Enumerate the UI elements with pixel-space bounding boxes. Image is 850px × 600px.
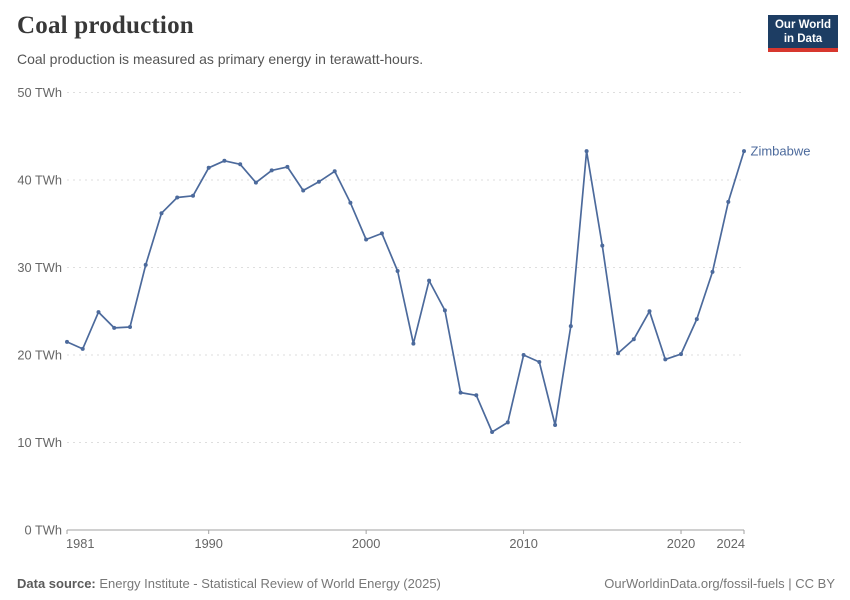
data-source-label: Data source:	[17, 576, 96, 591]
data-point	[458, 390, 463, 395]
data-point	[143, 262, 148, 267]
page-title: Coal production	[17, 12, 194, 39]
chart-subtitle: Coal production is measured as primary e…	[17, 51, 424, 67]
data-point	[206, 165, 211, 170]
owid-logo-line1: Our World	[774, 19, 831, 31]
data-point	[616, 351, 620, 356]
data-point	[411, 341, 416, 346]
data-point	[238, 162, 243, 167]
data-point	[348, 200, 353, 205]
data-point	[222, 158, 227, 163]
data-source-text: Energy Institute - Statistical Review of…	[95, 576, 441, 591]
x-axis-label: 1981	[66, 536, 94, 551]
data-point	[364, 237, 369, 242]
data-point	[442, 308, 447, 313]
data-point	[584, 149, 589, 154]
data-point	[128, 325, 132, 329]
y-axis-label: 20 TWh	[17, 348, 62, 363]
owid-logo[interactable]: Our World in Data	[768, 15, 838, 52]
data-point	[537, 360, 542, 364]
x-axis-label: 2010	[509, 536, 537, 551]
data-point	[395, 269, 400, 273]
data-point	[159, 211, 164, 216]
data-point	[490, 430, 495, 434]
data-point	[647, 309, 652, 314]
y-axis-label: 40 TWh	[17, 173, 62, 188]
data-point	[301, 188, 306, 193]
x-axis-label: 1990	[194, 536, 222, 551]
data-point	[427, 278, 432, 283]
data-point	[253, 180, 258, 185]
entity-label: Zimbabwe	[751, 144, 811, 159]
data-point	[332, 169, 337, 174]
x-axis-label: 2024	[717, 536, 745, 551]
data-line	[66, 150, 745, 433]
owid-logo-line2: in Data	[783, 33, 823, 45]
x-axis-label: 2000	[352, 536, 380, 551]
data-point	[191, 193, 195, 198]
y-axis-label: 10 TWh	[17, 435, 62, 450]
data-point	[96, 310, 101, 315]
data-point	[600, 243, 605, 248]
data-point	[65, 339, 69, 344]
data-point	[726, 199, 731, 204]
data-point	[175, 195, 180, 200]
data-point	[285, 164, 290, 169]
data-source: Data source: Energy Institute - Statisti…	[17, 576, 441, 591]
chart-footer: Data source: Energy Institute - Statisti…	[17, 576, 835, 591]
data-point	[521, 353, 526, 357]
data-point	[742, 149, 746, 154]
data-point	[80, 346, 85, 351]
footer-license-link[interactable]: OurWorldinData.org/fossil-fuels | CC BY	[604, 576, 835, 591]
data-point	[694, 317, 699, 322]
data-point	[269, 168, 274, 173]
y-axis-label: 50 TWh	[17, 85, 62, 100]
data-point	[679, 352, 683, 357]
data-point	[710, 269, 715, 274]
data-point	[379, 231, 384, 236]
y-axis-label: 30 TWh	[17, 260, 62, 275]
x-axis-label: 2020	[667, 536, 695, 551]
data-point	[112, 325, 117, 330]
data-point	[316, 179, 321, 184]
data-point	[553, 423, 558, 427]
data-point	[568, 324, 573, 329]
data-point	[631, 337, 636, 342]
data-point	[474, 393, 479, 398]
y-axis-label: 0 TWh	[25, 523, 62, 538]
data-point	[505, 420, 510, 425]
data-point	[663, 357, 668, 362]
